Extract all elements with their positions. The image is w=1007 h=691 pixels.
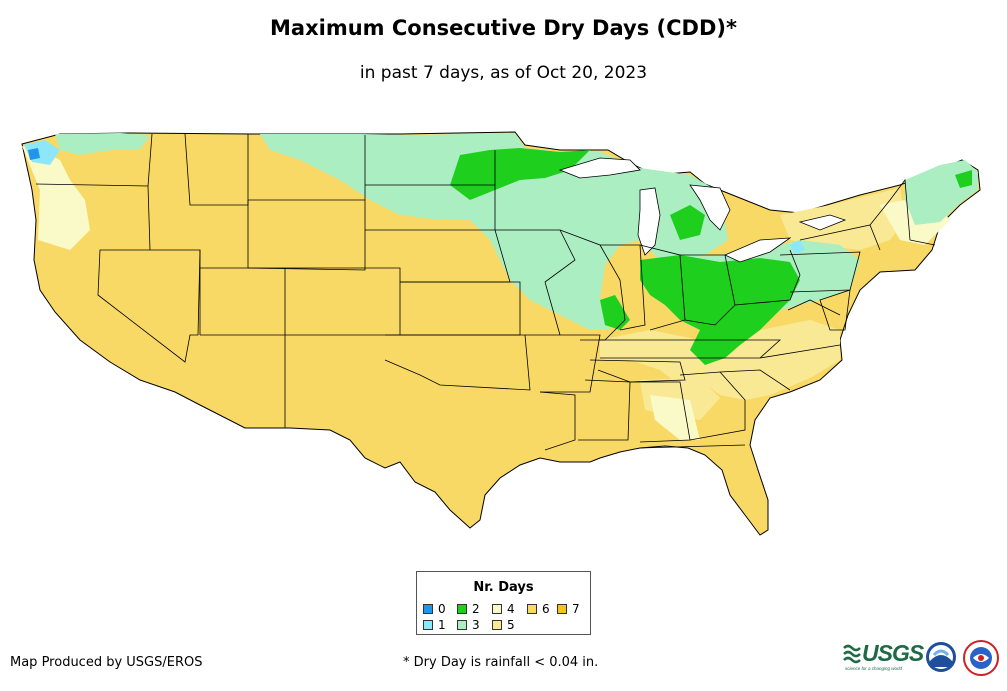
legend-swatch: [527, 604, 537, 614]
lake-erie: [724, 237, 792, 263]
zone-3-day-maine: [905, 160, 978, 225]
lake-michigan: [637, 187, 661, 256]
credit-text: Map Produced by USGS/EROS: [10, 655, 203, 670]
legend-item-0: 0: [423, 602, 446, 616]
legend-item-6: 6: [527, 602, 550, 616]
conus-landmass: [21, 131, 981, 536]
legend-label: 7: [572, 602, 580, 616]
zone-2-day-ohio-valley: [640, 255, 800, 365]
lake-superior: [558, 157, 641, 179]
legend-label: 1: [438, 618, 446, 632]
legend: Nr. Days 0 1 2 3 4 5 6 7: [416, 571, 591, 635]
zone-2-day-michigan: [670, 205, 705, 240]
usgs-logo: USGS: [843, 640, 924, 667]
zone-2-day-il: [600, 295, 630, 330]
state-boundaries: [35, 133, 936, 451]
map-subtitle: in past 7 days, as of Oct 20, 2023: [359, 63, 648, 83]
legend-swatch: [457, 620, 467, 630]
zone-0-day-wa: [28, 148, 40, 160]
legend-swatch: [457, 604, 467, 614]
usgs-label: USGS: [862, 640, 924, 666]
legend-label: 5: [507, 618, 515, 632]
legend-label: 0: [438, 602, 446, 616]
legend-label: 3: [472, 618, 480, 632]
legend-label: 2: [472, 602, 480, 616]
zone-4-day-se: [650, 395, 700, 440]
usgs-wave-icon: [843, 644, 861, 663]
legend-swatch: [492, 604, 502, 614]
legend-label: 4: [507, 602, 515, 616]
zone-2-day-maine: [955, 170, 972, 188]
map-title: Maximum Consecutive Dry Days (CDD)*: [270, 16, 737, 40]
legend-swatch: [492, 620, 502, 630]
nws-logo-icon: [963, 640, 999, 676]
legend-item-1: 1: [423, 618, 446, 632]
legend-swatch: [423, 604, 433, 614]
noaa-logo-icon: [926, 642, 956, 672]
lake-ontario: [798, 214, 847, 231]
legend-swatch: [557, 604, 567, 614]
zone-3-day-wa: [55, 133, 150, 155]
lake-huron: [689, 184, 731, 231]
footnote-text: * Dry Day is rainfall < 0.04 in.: [403, 655, 599, 670]
legend-item-7: 7: [557, 602, 580, 616]
legend-title: Nr. Days: [473, 580, 534, 595]
zone-4-day-nw: [22, 146, 90, 250]
legend-item-3: 3: [457, 618, 480, 632]
zone-2-day-mn: [450, 148, 590, 200]
legend-item-2: 2: [457, 602, 480, 616]
usgs-tagline: science for a changing world: [845, 666, 903, 671]
legend-item-5: 5: [492, 618, 515, 632]
zone-3-day-north: [260, 133, 728, 330]
legend-swatch: [423, 620, 433, 630]
legend-label: 6: [542, 602, 550, 616]
legend-item-4: 4: [492, 602, 515, 616]
zone-1-day-pa: [790, 240, 805, 254]
